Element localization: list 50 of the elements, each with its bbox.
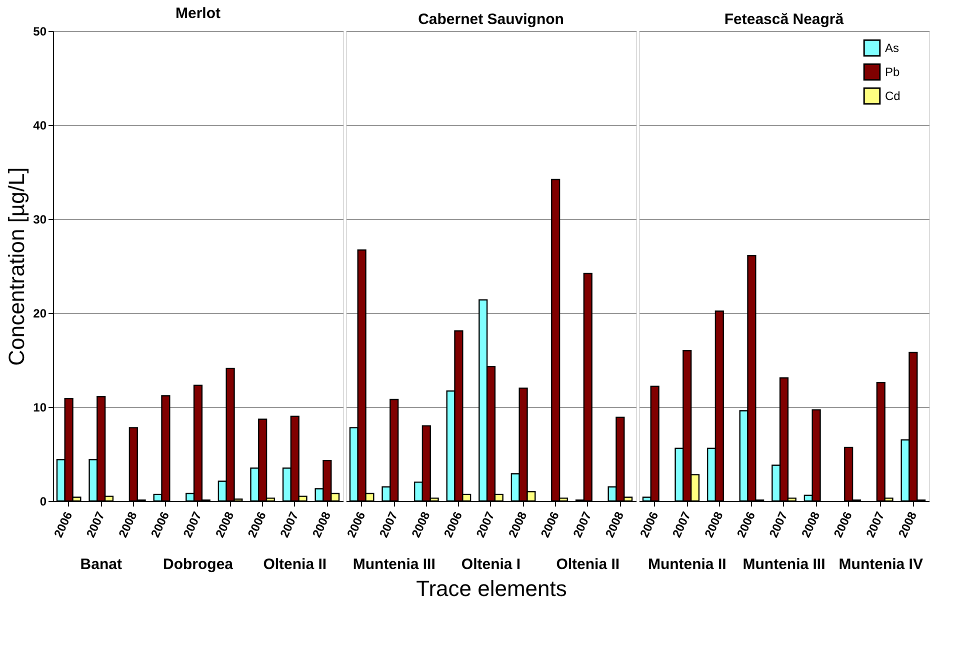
x-tick-label: 2008 — [310, 509, 334, 540]
y-tick-label: 0 — [40, 494, 47, 508]
y-tick-label: 40 — [33, 118, 47, 132]
chart-title: Cabernet Sauvignon — [418, 11, 564, 28]
y-tick-label: 10 — [33, 400, 47, 414]
x-tick-label: 2007 — [863, 509, 888, 540]
x-tick-label: 2007 — [669, 509, 694, 540]
x-tick-label: 2006 — [637, 509, 662, 540]
x-tick-label: 2007 — [473, 509, 498, 540]
x-tick-label: 2007 — [277, 509, 302, 540]
legend-label: Pb — [885, 65, 900, 79]
chart-title: Fetească Neagră — [724, 11, 844, 28]
x-tick-label: 2008 — [116, 509, 140, 540]
x-tick-label: 2007 — [570, 509, 594, 540]
y-axis-title: Concentration [µg/L] — [4, 167, 30, 366]
x-tick-label: 2007 — [180, 509, 204, 540]
text: Muntenia IV — [838, 556, 923, 573]
x-tick-label: 2008 — [798, 509, 823, 540]
y-tick-label: 20 — [33, 306, 47, 320]
x-tick-label: 2006 — [734, 509, 758, 540]
x-tick-label: 2006 — [148, 509, 172, 540]
text: Banat — [80, 556, 122, 573]
chart-title: Merlot — [176, 5, 221, 22]
x-tick-label: 2008 — [408, 509, 433, 540]
x-tick-label: 2006 — [244, 509, 270, 540]
x-tick-label: 2008 — [896, 509, 920, 540]
text: Oltenia II — [263, 556, 327, 573]
x-tick-label: 2006 — [51, 509, 76, 540]
text: Dobrogea — [162, 556, 234, 573]
x-tick-label: 2008 — [506, 509, 530, 540]
y-tick-label: 30 — [33, 212, 47, 226]
x-tick-label: 2008 — [212, 509, 237, 540]
x-tick-label: 2007 — [766, 509, 790, 540]
text: Muntenia II — [648, 556, 726, 573]
text: Oltenia I — [461, 556, 521, 573]
x-axis-title: Trace elements — [416, 576, 567, 602]
x-tick-label: 2006 — [538, 509, 562, 540]
x-tick-label: 2008 — [602, 509, 627, 540]
x-tick-label: 2006 — [441, 509, 466, 540]
text: Muntenia III — [742, 556, 826, 573]
legend-label: As — [885, 41, 900, 55]
legend-label: Cd — [885, 89, 900, 103]
y-tick-label: 50 — [33, 24, 47, 38]
text: Muntenia III — [352, 556, 436, 573]
x-tick-label: 2006 — [830, 509, 856, 540]
text: Oltenia II — [556, 556, 620, 573]
x-tick-label: 2006 — [344, 509, 368, 540]
x-tick-label: 2008 — [702, 509, 726, 540]
x-tick-label: 2007 — [83, 509, 108, 540]
x-tick-label: 2007 — [376, 509, 401, 540]
